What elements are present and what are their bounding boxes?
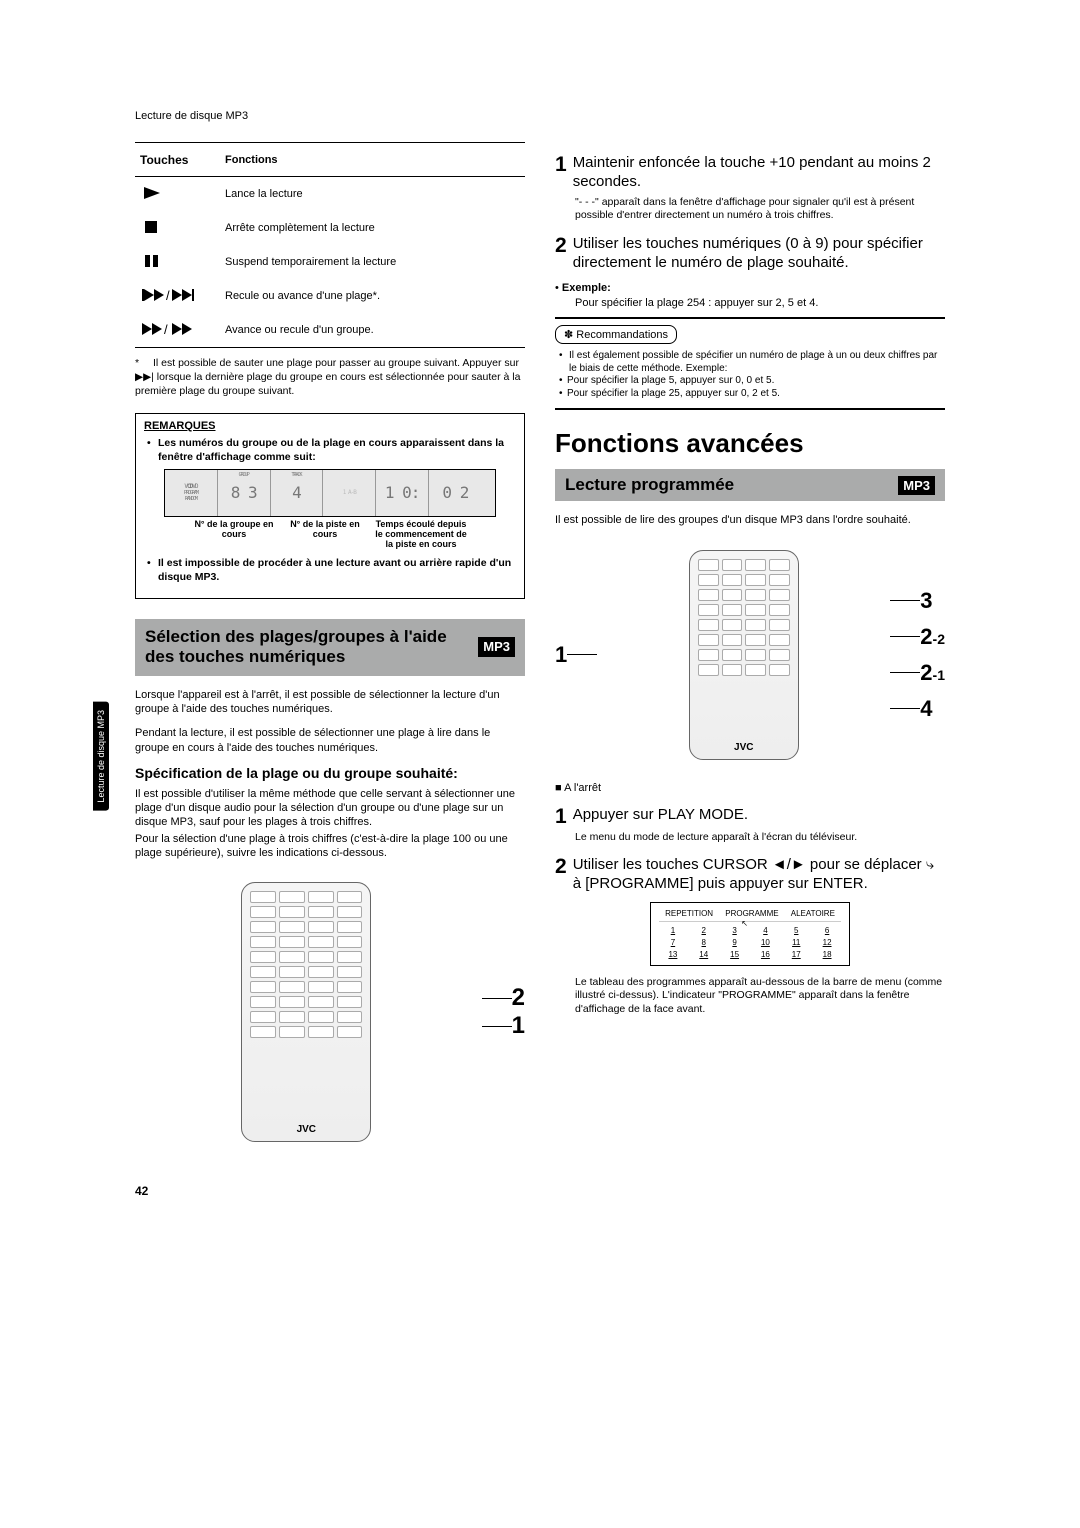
programme-table: REPETITION PROGRAMME↖ ALEATOIRE 12345678…	[650, 902, 850, 966]
callout-r-22: 2-2	[920, 624, 945, 650]
stop-icon	[140, 220, 225, 237]
lbl-time: Temps écoulé depuis le commencement de l…	[371, 520, 471, 550]
th-fonctions: Fonctions	[225, 154, 520, 166]
sel-p3: Il est possible d'utiliser la même métho…	[135, 787, 525, 830]
page-header: Lecture de disque MP3	[135, 110, 945, 122]
lp-para: Il est possible de lire des groupes d'un…	[555, 513, 945, 527]
reco2: Pour spécifier la plage 5, appuyer sur 0…	[555, 375, 945, 388]
reco-title: ✽ Recommandations	[555, 325, 677, 344]
row-pause: Suspend temporairement la lecture	[225, 256, 520, 268]
sel-header: Sélection des plages/groupes à l'aide de…	[135, 619, 525, 676]
row-skip: Recule ou avance d'une plage*.	[225, 290, 520, 302]
step1-num: 1	[555, 154, 567, 192]
lp-step2-num: 2	[555, 856, 567, 894]
touches-table: Touches Fonctions Lance la lecture Arrêt…	[135, 142, 525, 348]
callout-1: 1	[512, 1012, 525, 1040]
svg-text:/: /	[164, 322, 168, 336]
lbl-trk: N° de la piste en cours	[285, 520, 365, 550]
remarques-title: REMARQUES	[144, 420, 516, 432]
callout-r-3: 3	[920, 588, 932, 614]
lp-step1-num: 1	[555, 806, 567, 827]
lp-step1: Appuyer sur PLAY MODE.	[573, 806, 748, 827]
callout-r-21: 2-1	[920, 660, 945, 686]
prog-cell: 10	[752, 938, 780, 947]
callout-r-4: 4	[920, 696, 932, 722]
lp-title: Lecture programmée	[565, 475, 734, 495]
lecture-prog-bar: Lecture programmée MP3	[555, 469, 945, 501]
footnote: *Il est possible de sauter une plage pou…	[135, 356, 525, 399]
callout-left-1: 1	[555, 642, 567, 668]
prog-cell: 12	[813, 938, 841, 947]
skip-icon: /	[140, 288, 225, 305]
rem-b2: Il est impossible de procéder à une lect…	[144, 556, 516, 584]
step2-num: 2	[555, 235, 567, 273]
lbl-grp: N° de la groupe en cours	[189, 520, 279, 550]
ph-prog: PROGRAMME↖	[725, 909, 778, 918]
jvc-logo: JVC	[242, 1124, 370, 1135]
step2-txt: Utiliser les touches numériques (0 à 9) …	[573, 235, 945, 273]
sel-p4: Pour la sélection d'une plage à trois ch…	[135, 832, 525, 861]
remarques-box: REMARQUES Les numéros du groupe ou de la…	[135, 413, 525, 599]
prog-cell: 2	[690, 926, 718, 935]
lcd-display: VCDVDPROGRAMRANDOM GROUP8 3 TRACK4 1 A-B…	[164, 469, 496, 517]
row-group: Avance ou recule d'un groupe.	[225, 324, 520, 336]
sel-h3: Spécification de la plage ou du groupe s…	[135, 765, 525, 781]
row-stop: Arrête complètement la lecture	[225, 222, 520, 234]
callout-2: 2	[512, 984, 525, 1012]
ex-txt: Pour spécifier la plage 254 : appuyer su…	[555, 297, 945, 309]
prog-cell: 6	[813, 926, 841, 935]
prog-cell: 5	[782, 926, 810, 935]
reco3: Pour spécifier la plage 25, appuyer sur …	[555, 388, 945, 401]
sel-p1: Lorsque l'appareil est à l'arrêt, il est…	[135, 688, 525, 717]
row-play: Lance la lecture	[225, 188, 520, 200]
group-icon: /	[140, 322, 225, 339]
prog-cell: 13	[659, 950, 687, 959]
lp-step1-sub: Le menu du mode de lecture apparaît à l'…	[575, 831, 945, 845]
jvc-logo-2: JVC	[690, 742, 798, 753]
ex-label: • Exemple:	[555, 282, 945, 294]
lp-step2-sub: Le tableau des programmes apparaît au-de…	[575, 976, 945, 1017]
prog-cell: 17	[782, 950, 810, 959]
prog-cell: 1	[659, 926, 687, 935]
page-number: 42	[135, 1184, 525, 1198]
mp3-badge-2: MP3	[898, 476, 935, 495]
reco-box: ✽ Recommandations Il est également possi…	[555, 317, 945, 410]
remote-image-2: JVC	[689, 550, 799, 760]
step1-sub: "- - -" apparaît dans la fenêtre d'affic…	[575, 196, 945, 223]
remote-image: JVC	[241, 882, 371, 1142]
fonctions-avancees: Fonctions avancées	[555, 428, 945, 459]
prog-cell: 14	[690, 950, 718, 959]
prog-cell: 15	[721, 950, 749, 959]
a-larret: A l'arrêt	[555, 782, 945, 794]
ph-alea: ALEATOIRE	[791, 909, 835, 918]
prog-cell: 8	[690, 938, 718, 947]
step1-txt: Maintenir enfoncée la touche +10 pendant…	[573, 154, 945, 192]
prog-cell: 9	[721, 938, 749, 947]
prog-cell: 4	[752, 926, 780, 935]
svg-text:/: /	[166, 288, 170, 302]
prog-cell: 7	[659, 938, 687, 947]
prog-cell: 16	[752, 950, 780, 959]
reco1: Il est également possible de spécifier u…	[555, 350, 945, 375]
th-touches: Touches	[140, 153, 225, 167]
sel-title: Sélection des plages/groupes à l'aide de…	[145, 627, 478, 668]
rem-b1: Les numéros du groupe ou de la plage en …	[144, 436, 516, 464]
ph-rep: REPETITION	[665, 909, 713, 918]
pause-icon	[140, 254, 225, 271]
prog-cell: 18	[813, 950, 841, 959]
mp3-badge: MP3	[478, 637, 515, 657]
sel-p2: Pendant la lecture, il est possible de s…	[135, 726, 525, 755]
play-icon	[140, 186, 225, 203]
lp-step2: Utiliser les touches CURSOR ◄/► pour se …	[573, 856, 945, 894]
prog-cell: 11	[782, 938, 810, 947]
side-tab: Lecture de disque MP3	[93, 702, 109, 811]
